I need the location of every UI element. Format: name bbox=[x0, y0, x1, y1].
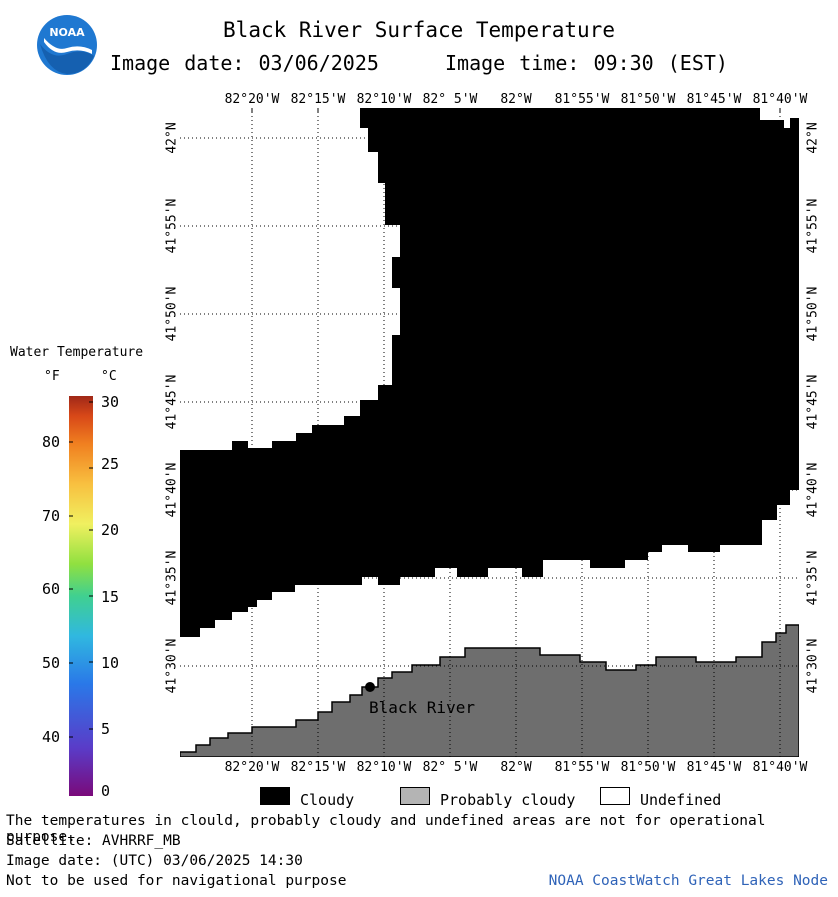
fahrenheit-tick: 70 bbox=[41, 507, 60, 525]
image-date: Image date: 03/06/2025 bbox=[110, 51, 379, 75]
lat-label-right: 41°50'N bbox=[805, 286, 821, 342]
lat-label-right: 41°40'N bbox=[805, 462, 821, 518]
footer-navigation-note: Not to be used for navigational purpose bbox=[6, 873, 347, 889]
undefined-area bbox=[760, 108, 799, 128]
footer-satellite: Satellite: AVHRRF_MB bbox=[6, 833, 181, 849]
lon-label-top: 81°50'W bbox=[620, 92, 676, 107]
celsius-tick: 5 bbox=[101, 720, 111, 738]
celsius-tick: 0 bbox=[101, 782, 111, 800]
fahrenheit-tick: 80 bbox=[41, 433, 60, 451]
lon-label-bottom: 81°45'W bbox=[686, 760, 742, 775]
lat-label-left: 41°55'N bbox=[164, 198, 180, 254]
map-grid bbox=[180, 108, 799, 757]
footer-image-date: Image date: (UTC) 03/06/2025 14:30 bbox=[6, 853, 303, 869]
fahrenheit-tick: 60 bbox=[41, 580, 60, 598]
undefined-swatch bbox=[600, 787, 630, 805]
cloud-area bbox=[180, 108, 799, 637]
lon-label-top: 82° 5'W bbox=[422, 92, 478, 107]
noaa-logo-icon: NOAA bbox=[36, 14, 98, 76]
lat-label-left: 42°N bbox=[164, 122, 180, 154]
lon-label-bottom: 82°W bbox=[500, 760, 532, 775]
celsius-tick: 20 bbox=[101, 521, 120, 539]
lon-label-top: 81°40'W bbox=[752, 92, 808, 107]
lon-label-top: 82°10'W bbox=[356, 92, 412, 107]
footer-node-credit: NOAA CoastWatch Great Lakes Node bbox=[548, 873, 828, 889]
fahrenheit-tick: 50 bbox=[41, 654, 60, 672]
frame-ticks bbox=[251, 108, 781, 113]
lat-label-left: 41°45'N bbox=[164, 374, 180, 430]
lat-label-left: 41°40'N bbox=[164, 462, 180, 518]
lon-label-bottom: 81°50'W bbox=[620, 760, 676, 775]
lat-label-right: 42°N bbox=[805, 122, 821, 154]
surface-temperature-map bbox=[180, 108, 799, 757]
lon-label-top: 81°55'W bbox=[554, 92, 610, 107]
lon-label-bottom: 82° 5'W bbox=[422, 760, 478, 775]
black-river-marker-icon bbox=[365, 682, 375, 692]
lat-label-left: 41°50'N bbox=[164, 286, 180, 342]
lon-label-bottom: 81°55'W bbox=[554, 760, 610, 775]
image-datetime: Image date: 03/06/2025 Image time: 09:30… bbox=[0, 51, 838, 75]
cloudy-swatch bbox=[260, 787, 290, 805]
probably-cloudy-label: Probably cloudy bbox=[440, 791, 576, 809]
lat-label-left: 41°30'N bbox=[164, 638, 180, 694]
lat-label-right: 41°55'N bbox=[805, 198, 821, 254]
lon-label-top: 82°W bbox=[500, 92, 532, 107]
celsius-tick: 30 bbox=[101, 393, 120, 411]
lon-label-top: 82°20'W bbox=[224, 92, 280, 107]
undefined-label: Undefined bbox=[640, 791, 722, 809]
celsius-tick: 25 bbox=[101, 455, 120, 473]
temperature-colorbar bbox=[69, 396, 93, 796]
probably-cloudy-swatch bbox=[400, 787, 430, 805]
svg-text:NOAA: NOAA bbox=[49, 26, 85, 39]
lon-label-bottom: 82°15'W bbox=[290, 760, 346, 775]
celsius-tick: 10 bbox=[101, 654, 120, 672]
unit-fahrenheit: °F bbox=[44, 369, 60, 384]
legend-title: Water Temperature bbox=[10, 345, 144, 360]
lat-label-right: 41°45'N bbox=[805, 374, 821, 430]
lat-label-right: 41°35'N bbox=[805, 550, 821, 606]
lon-label-top: 82°15'W bbox=[290, 92, 346, 107]
cloudy-label: Cloudy bbox=[300, 791, 355, 809]
unit-celsius: °C bbox=[101, 369, 117, 384]
fahrenheit-tick: 40 bbox=[41, 728, 60, 746]
lat-label-right: 41°30'N bbox=[805, 638, 821, 694]
footer-disclaimer: The temperatures in clould, probably clo… bbox=[6, 813, 766, 845]
celsius-tick: 15 bbox=[101, 588, 120, 606]
image-time: Image time: 09:30 (EST) bbox=[445, 51, 728, 75]
lat-label-left: 41°35'N bbox=[164, 550, 180, 606]
page-title: Black River Surface Temperature bbox=[223, 18, 615, 42]
place-label-black-river: Black River bbox=[369, 698, 475, 717]
lon-label-bottom: 82°10'W bbox=[356, 760, 412, 775]
lon-label-top: 81°45'W bbox=[686, 92, 742, 107]
lon-label-bottom: 81°40'W bbox=[752, 760, 808, 775]
lon-label-bottom: 82°20'W bbox=[224, 760, 280, 775]
